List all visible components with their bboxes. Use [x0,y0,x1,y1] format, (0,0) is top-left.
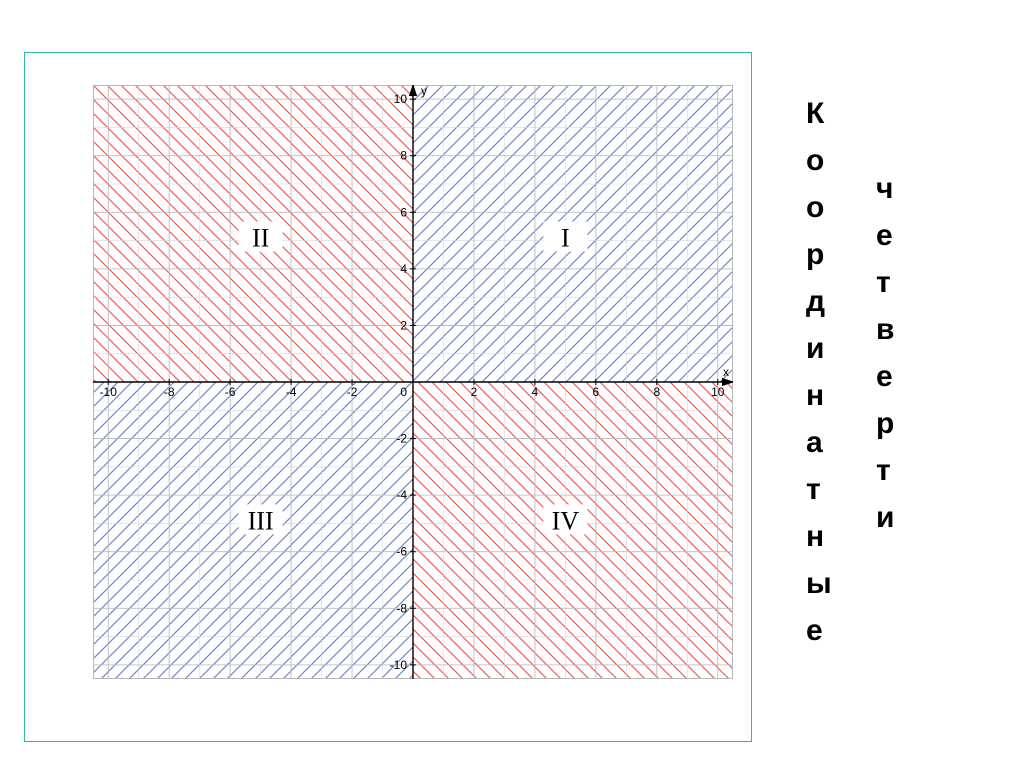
svg-text:III: III [248,506,274,535]
svg-text:x: x [723,365,729,379]
svg-text:10: 10 [711,385,725,399]
svg-text:y: y [421,85,427,98]
svg-text:2: 2 [471,385,478,399]
svg-text:II: II [252,224,269,253]
svg-text:I: I [561,224,570,253]
svg-text:4: 4 [532,385,539,399]
svg-text:IV: IV [552,506,580,535]
svg-text:-8: -8 [396,601,407,615]
coordinate-plane-chart: -10-8-6-4-2246810-10-8-6-4-22468100xyIII… [93,85,733,679]
svg-text:-10: -10 [390,658,408,672]
svg-text:-4: -4 [396,488,407,502]
svg-text:8: 8 [653,385,660,399]
svg-text:6: 6 [593,385,600,399]
svg-text:-8: -8 [164,385,175,399]
svg-text:-2: -2 [347,385,358,399]
svg-text:6: 6 [400,205,407,219]
svg-text:-4: -4 [286,385,297,399]
title-word-1: Координатные [806,90,832,654]
svg-text:10: 10 [394,92,408,106]
svg-text:2: 2 [400,318,407,332]
svg-text:8: 8 [400,149,407,163]
svg-text:-2: -2 [396,432,407,446]
svg-text:0: 0 [400,385,407,399]
slide-frame: -10-8-6-4-2246810-10-8-6-4-22468100xyIII… [24,52,752,742]
svg-text:4: 4 [400,262,407,276]
chart-svg: -10-8-6-4-2246810-10-8-6-4-22468100xyIII… [93,85,733,679]
title-word-2: четверти [876,165,894,541]
svg-text:-6: -6 [225,385,236,399]
svg-text:-10: -10 [100,385,118,399]
svg-text:-6: -6 [396,545,407,559]
